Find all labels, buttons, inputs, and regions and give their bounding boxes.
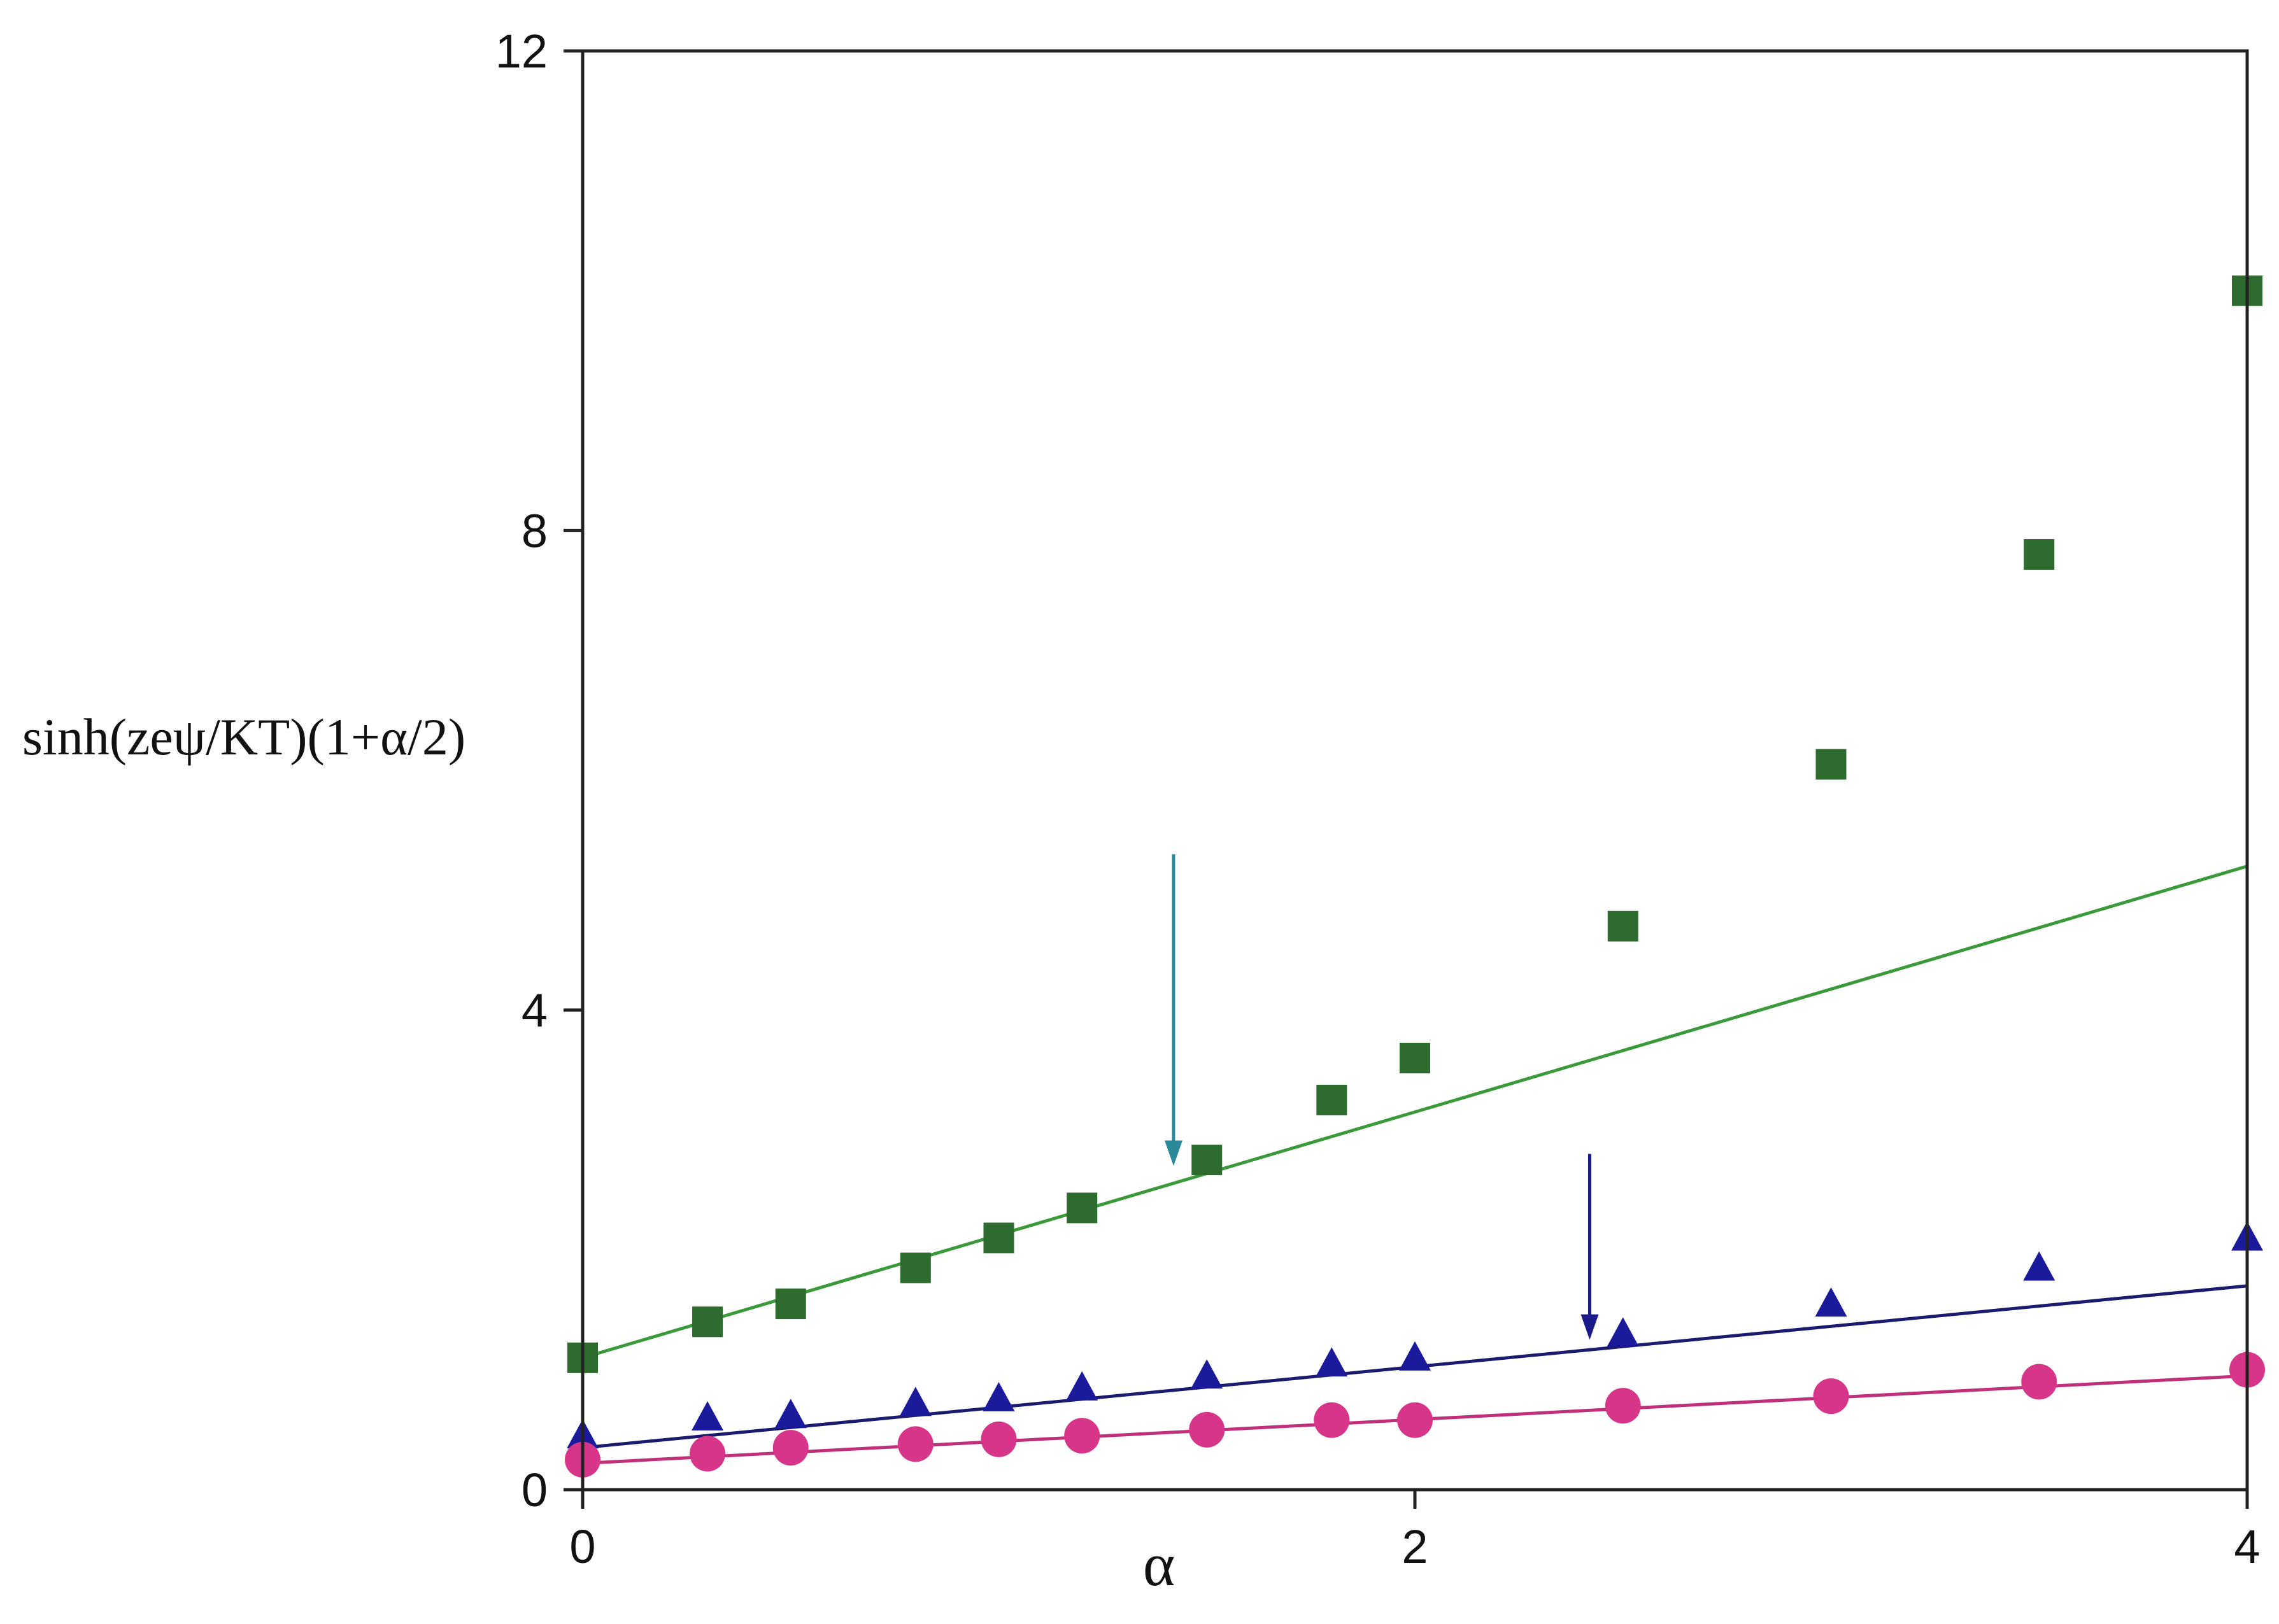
data-point-square: [2024, 539, 2055, 570]
data-point-circle: [2021, 1364, 2057, 1400]
data-point-triangle: [1066, 1371, 1098, 1401]
data-point-square: [1316, 1084, 1347, 1115]
annotation-layer: [1164, 854, 1599, 1340]
ticks-layer: 0 4 8 12 0 2 4: [495, 25, 2261, 1573]
x-tick-label: 0: [569, 1520, 595, 1573]
data-point-triangle: [899, 1387, 932, 1416]
data-point-triangle: [2023, 1251, 2055, 1281]
data-point-triangle: [774, 1399, 807, 1429]
data-point-square: [983, 1222, 1014, 1253]
data-point-triangle: [983, 1381, 1015, 1411]
data-point-triangle: [1815, 1287, 1847, 1317]
data-point-square: [1067, 1192, 1098, 1224]
data-point-circle: [690, 1436, 726, 1472]
y-tick-label: 8: [522, 504, 548, 557]
data-point-triangle: [1399, 1341, 1431, 1371]
data-point-circle: [1813, 1378, 1849, 1415]
arrow-teal: [1164, 854, 1182, 1166]
data-point-square: [1191, 1145, 1223, 1176]
data-point-circle: [1189, 1411, 1225, 1448]
data-point-square: [900, 1252, 931, 1283]
data-point-triangle: [1316, 1347, 1348, 1377]
data-point-square: [1607, 910, 1638, 942]
data-point-circle: [981, 1421, 1017, 1457]
data-point-circle: [1064, 1418, 1100, 1454]
data-point-circle: [897, 1426, 934, 1462]
data-point-triangle: [692, 1401, 724, 1430]
data-point-square: [775, 1289, 806, 1320]
data-point-triangle: [1191, 1359, 1223, 1389]
y-tick-label: 12: [495, 25, 548, 78]
data-point-square: [692, 1306, 723, 1338]
arrow-navy: [1580, 1154, 1599, 1340]
y-tick-label: 4: [522, 984, 548, 1037]
x-tick-label: 2: [1402, 1520, 1428, 1573]
fit-line-squares: [582, 865, 2248, 1360]
arrow-teal-head: [1164, 1140, 1182, 1166]
data-point-circle: [1605, 1388, 1641, 1424]
x-tick-label: 4: [2234, 1520, 2260, 1573]
y-tick-label: 0: [522, 1464, 548, 1516]
x-axis-title: α: [1143, 1530, 1175, 1599]
series-circles: [565, 1352, 2265, 1478]
data-point-triangle: [1607, 1317, 1639, 1347]
data-point-circle: [1397, 1402, 1433, 1438]
data-point-circle: [772, 1430, 809, 1466]
arrow-navy-head: [1580, 1314, 1599, 1340]
data-point-circle: [1314, 1402, 1350, 1438]
y-axis-title: sinh(zeψ/KT)(1+α/2): [22, 708, 465, 766]
data-point-square: [1400, 1043, 1430, 1073]
data-point-square: [1815, 749, 1847, 780]
